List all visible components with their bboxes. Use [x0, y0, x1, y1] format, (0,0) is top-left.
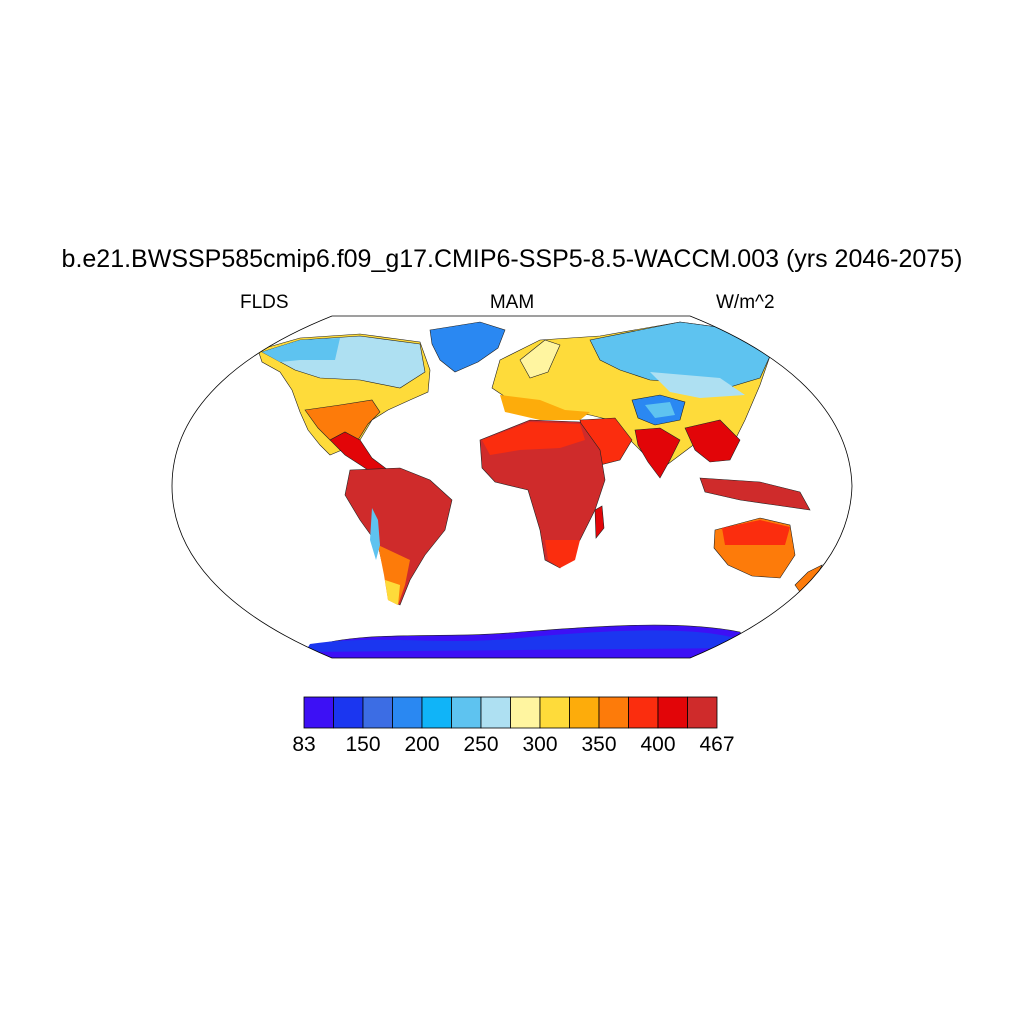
indonesia [699, 477, 811, 511]
europe-south [500, 395, 590, 420]
patagonia [385, 580, 400, 605]
colorbar-swatch [628, 696, 659, 729]
units-label: W/m^2 [716, 292, 775, 313]
south-east-asia [684, 419, 741, 463]
colorbar-swatch [333, 696, 364, 729]
colorbar-tick-label: 350 [581, 733, 617, 756]
colorbar-swatch [392, 696, 423, 729]
usa-south [304, 399, 381, 441]
colorbar-swatch [303, 696, 334, 729]
colorbar-tick-label: 83 [292, 733, 316, 756]
season-label: MAM [489, 292, 535, 313]
colorbar-swatch [687, 696, 718, 729]
south-africa [545, 540, 580, 568]
colorbar-swatch [362, 696, 393, 729]
colorbar-swatch [421, 696, 452, 729]
sahara [482, 422, 585, 455]
colorbar-swatch [451, 696, 482, 729]
siberia-east [650, 372, 745, 398]
colorbar-swatch [598, 696, 629, 729]
colorbar-tick-label: 300 [522, 733, 558, 756]
colorbar-swatch [657, 696, 688, 729]
tibet-core [645, 402, 675, 418]
colorbar-swatch [539, 696, 570, 729]
colorbar-tick-label: 150 [345, 733, 381, 756]
canada-cool [262, 338, 340, 362]
scandinavia [519, 339, 561, 379]
colorbar-tick-label: 467 [699, 733, 735, 756]
india [634, 427, 681, 479]
south-america-south [378, 545, 410, 605]
figure-title: b.e21.BWSSP585cmip6.f09_g17.CMIP6-SSP5-8… [61, 245, 963, 273]
colorbar-tick-label: 250 [463, 733, 499, 756]
south-america [344, 467, 453, 606]
andes [370, 508, 380, 560]
colorbar-tick-label: 200 [404, 733, 440, 756]
antarctica-coast [305, 630, 740, 652]
variable-label: FLDS [240, 292, 289, 313]
colorbar-swatch [569, 696, 600, 729]
colorbar-swatch [480, 696, 511, 729]
colorbar-swatch [510, 696, 541, 729]
globe-outline [171, 315, 853, 659]
madagascar [594, 505, 605, 539]
australia-north [722, 520, 790, 545]
greenland [429, 321, 506, 373]
colorbar-tick-label: 400 [640, 733, 676, 756]
